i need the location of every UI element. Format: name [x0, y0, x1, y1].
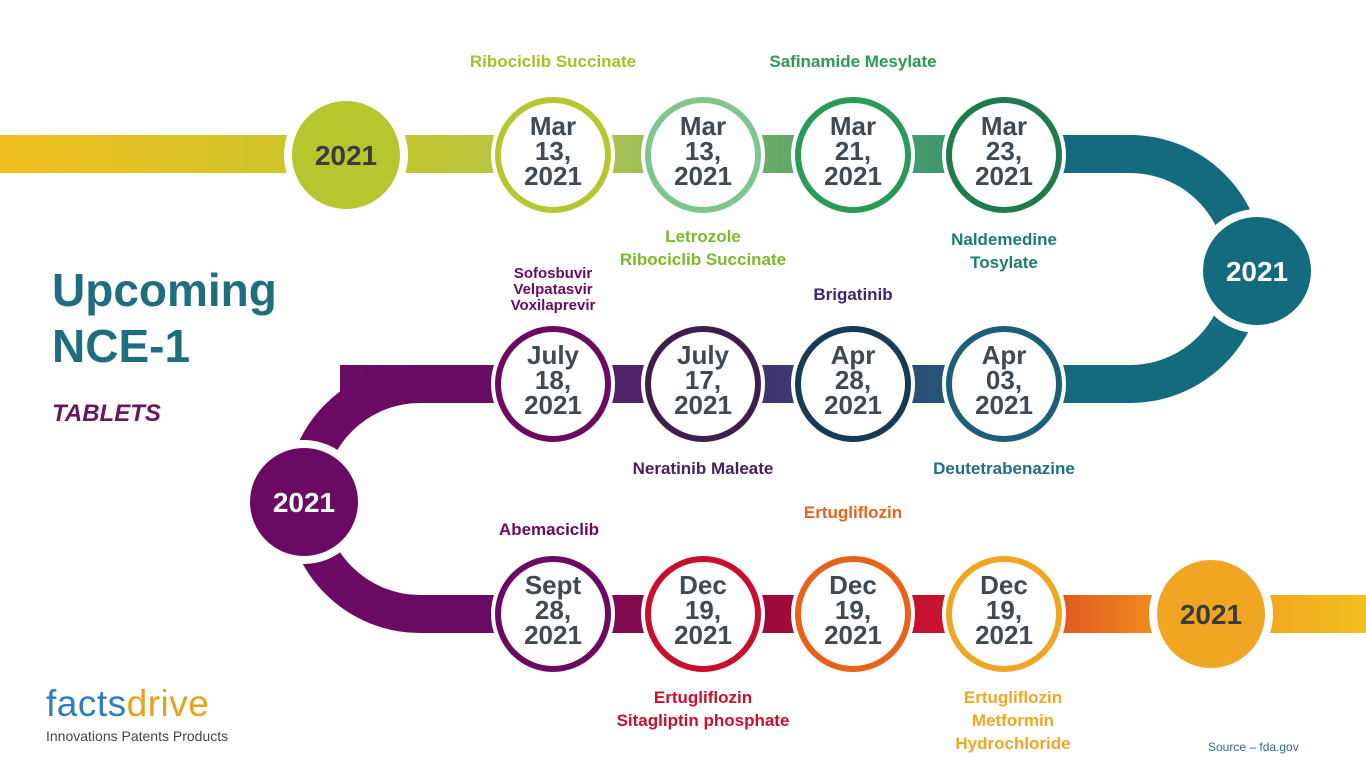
- drug-label: Sofosbuvir Velpatasvir Voxilaprevir: [510, 265, 596, 314]
- date-text-line: 28,: [535, 595, 571, 625]
- year-left-label: 2021: [273, 487, 335, 518]
- date-text-line: Apr: [831, 340, 876, 370]
- date-text-line: 2021: [524, 620, 582, 650]
- date-text-line: 2021: [824, 390, 882, 420]
- drug-label: Brigatinib: [813, 285, 893, 304]
- year-end-label: 2021: [1180, 599, 1242, 630]
- date-text-line: 19,: [685, 595, 721, 625]
- drug-label: Ertugliflozin: [803, 503, 903, 522]
- year-start-label: 2021: [315, 140, 377, 171]
- date-text-line: 2021: [524, 390, 582, 420]
- date-text-line: 19,: [835, 595, 871, 625]
- drug-label: Deutetrabenazine: [933, 459, 1075, 478]
- source-note: Source – fda.gov: [1208, 740, 1299, 754]
- drug-label: Safinamide Mesylate: [769, 52, 937, 71]
- date-text-line: 2021: [674, 161, 732, 191]
- date-text-line: Dec: [679, 570, 727, 600]
- date-text-line: 23,: [986, 136, 1022, 166]
- date-text-line: Dec: [980, 570, 1028, 600]
- drug-label: Ertugliflozin Metformin Hydrochloride: [955, 688, 1071, 753]
- date-text-line: Dec: [829, 570, 877, 600]
- drug-label: Letrozole Ribociclib Succinate: [619, 227, 787, 269]
- date-text-line: 18,: [535, 365, 571, 395]
- page-title: Upcoming NCE-1: [52, 264, 277, 372]
- date-text-line: 28,: [835, 365, 871, 395]
- year-right-circle: 2021: [1195, 209, 1319, 333]
- drug-label: Ertugliflozin Sitagliptin phosphate: [616, 688, 790, 730]
- date-text-line: 2021: [975, 620, 1033, 650]
- date-text-line: 2021: [524, 161, 582, 191]
- date-text-line: Sept: [525, 570, 582, 600]
- date-text-line: Mar: [981, 111, 1027, 141]
- factsdrive-logo: factsdrive: [46, 684, 209, 724]
- year-left-circle: 2021: [242, 440, 366, 564]
- date-text-line: 13,: [535, 136, 571, 166]
- date-text-line: 19,: [986, 595, 1022, 625]
- date-text-line: Mar: [530, 111, 576, 141]
- drug-label: Ribociclib Succinate: [469, 52, 637, 71]
- year-end-circle: 2021: [1149, 552, 1273, 676]
- logo-part-drive: drive: [126, 683, 210, 724]
- date-text-line: 03,: [986, 365, 1022, 395]
- date-text-line: 2021: [674, 390, 732, 420]
- drug-label: Naldemedine Tosylate: [951, 230, 1057, 272]
- date-text-line: 2021: [674, 620, 732, 650]
- date-text-line: July: [527, 340, 580, 370]
- date-text-line: 2021: [975, 390, 1033, 420]
- logo-tagline: Innovations Patents Products: [46, 728, 229, 744]
- drug-label: Abemaciclib: [498, 520, 600, 539]
- year-right-label: 2021: [1226, 256, 1288, 287]
- date-text-line: 2021: [824, 161, 882, 191]
- date-text-line: July: [677, 340, 730, 370]
- date-text-line: Mar: [680, 111, 726, 141]
- date-text-line: Apr: [982, 340, 1027, 370]
- date-text-line: 2021: [975, 161, 1033, 191]
- date-text-line: 2021: [824, 620, 882, 650]
- logo-part-facts: facts: [46, 683, 127, 724]
- date-text-line: 13,: [685, 136, 721, 166]
- date-text-line: Mar: [830, 111, 876, 141]
- drug-label: Neratinib Maleate: [632, 459, 774, 478]
- page-subtitle: TABLETS: [52, 400, 161, 427]
- year-start-circle: 2021: [284, 93, 408, 217]
- date-text-line: 21,: [835, 136, 871, 166]
- date-text-line: 17,: [685, 365, 721, 395]
